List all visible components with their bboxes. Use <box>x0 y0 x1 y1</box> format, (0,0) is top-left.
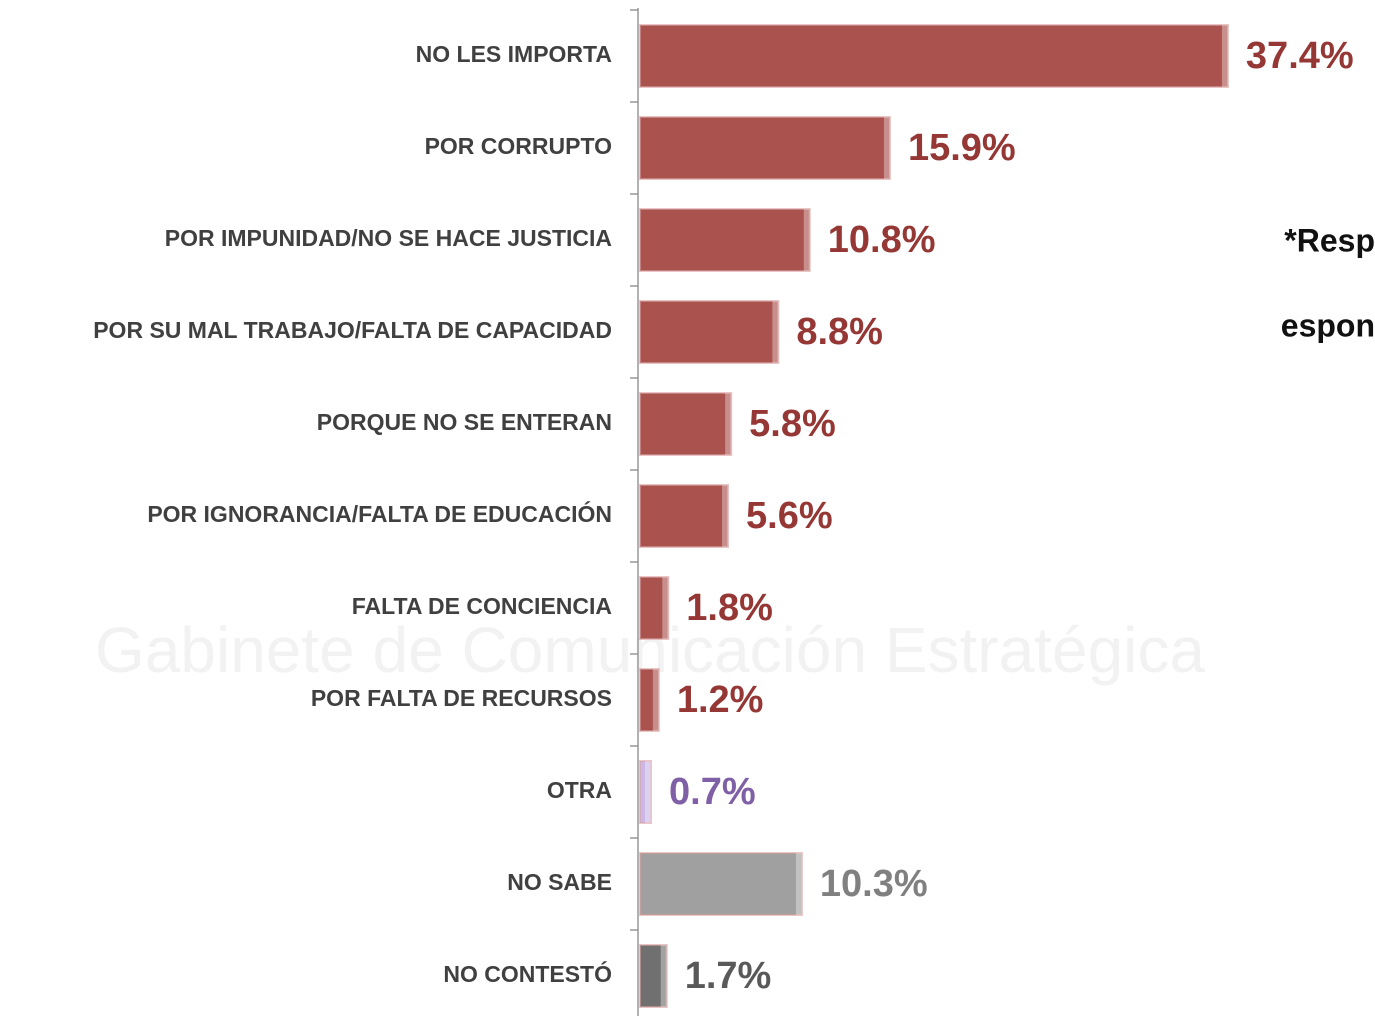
category-label: POR IMPUNIDAD/NO SE HACE JUSTICIA <box>165 225 612 251</box>
bar <box>639 852 803 916</box>
bar-bevel <box>645 761 652 823</box>
value-label: 10.8% <box>828 219 936 261</box>
category-label: OTRA <box>547 777 612 803</box>
annotation: espon <box>1281 307 1375 343</box>
value-label: 1.8% <box>686 587 773 629</box>
category-label: POR IGNORANCIA/FALTA DE EDUCACIÓN <box>147 500 612 527</box>
bar-bevel <box>1221 25 1228 87</box>
bar-bevel <box>772 301 779 363</box>
bar-bevel <box>803 209 810 271</box>
category-label: NO CONTESTÓ <box>443 960 612 987</box>
bar-bevel <box>725 393 732 455</box>
bar <box>639 300 780 364</box>
value-label: 15.9% <box>908 127 1016 169</box>
value-label: 1.7% <box>685 955 772 997</box>
category-label: POR CORRUPTO <box>425 133 612 159</box>
bar-bevel <box>652 669 659 731</box>
bar <box>639 392 733 456</box>
bar <box>639 944 668 1008</box>
value-label: 0.7% <box>669 771 756 813</box>
category-label: NO SABE <box>507 869 612 895</box>
bar <box>639 760 653 824</box>
category-label: PORQUE NO SE ENTERAN <box>317 409 612 435</box>
value-label: 5.8% <box>749 403 836 445</box>
value-label: 10.3% <box>820 863 928 905</box>
bar-bevel <box>660 945 667 1007</box>
bar-bevel <box>722 485 729 547</box>
bar <box>639 484 730 548</box>
bar <box>639 576 670 640</box>
category-label: FALTA DE CONCIENCIA <box>352 593 612 619</box>
bar <box>639 24 1229 88</box>
bar-bevel <box>883 117 890 179</box>
bar-bevel <box>795 853 802 915</box>
category-label: POR SU MAL TRABAJO/FALTA DE CAPACIDAD <box>93 317 612 343</box>
category-label: POR FALTA DE RECURSOS <box>311 685 612 711</box>
category-label: NO LES IMPORTA <box>416 41 612 67</box>
bar <box>639 116 891 180</box>
bar-bevel <box>662 577 669 639</box>
value-label: 37.4% <box>1246 35 1354 77</box>
annotation: *Resp <box>1284 222 1375 258</box>
value-label: 5.6% <box>746 495 833 537</box>
value-label: 8.8% <box>796 311 883 353</box>
bar <box>639 208 811 272</box>
bar <box>639 668 660 732</box>
value-label: 1.2% <box>677 679 764 721</box>
